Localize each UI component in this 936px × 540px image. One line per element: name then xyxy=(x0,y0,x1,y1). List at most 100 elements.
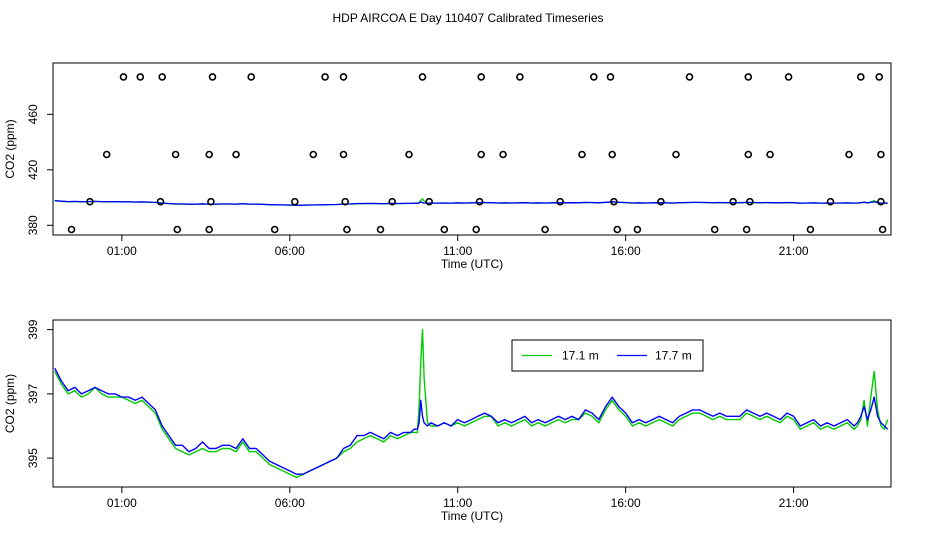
x-tick-label: 01:00 xyxy=(107,244,137,258)
scatter-point xyxy=(405,150,413,159)
scatter-point xyxy=(232,150,240,159)
top-series-lines xyxy=(54,197,888,206)
y-tick-label: 460 xyxy=(26,104,40,124)
scatter-point xyxy=(766,150,774,159)
scatter-point xyxy=(475,197,484,206)
figure-title: HDP AIRCOA E Day 110407 Calibrated Times… xyxy=(332,11,603,25)
scatter-point xyxy=(746,197,754,206)
scatter-point xyxy=(541,225,549,234)
top-panel: 01:00 06:00 11:00 16:00 21:00 380 420 460 Time… xyxy=(3,62,892,271)
scatter-point xyxy=(744,150,753,159)
scatter-point xyxy=(477,73,486,81)
scatter-point xyxy=(633,225,642,234)
top-y-axis: 380 420 460 xyxy=(26,104,53,235)
bottom-y-axis: 395 397 399 xyxy=(26,319,53,468)
legend: 17.1 m 17.7 m xyxy=(511,339,704,372)
scatter-point xyxy=(657,197,665,206)
x-tick-label: 06:00 xyxy=(275,244,305,258)
scatter-point xyxy=(784,73,793,81)
scatter-point xyxy=(207,197,215,206)
top-y-axis-label: CO2 (ppm) xyxy=(3,119,17,178)
scatter-point xyxy=(440,225,449,234)
bottom-series-line-1 xyxy=(54,367,889,475)
scatter-point xyxy=(613,225,622,234)
bottom-series-lines xyxy=(54,328,889,479)
bottom-x-axis: 01:00 06:00 11:00 16:00 21:00 xyxy=(107,487,809,510)
scatter-point xyxy=(171,150,180,159)
scatter-point xyxy=(875,73,884,81)
scatter-point xyxy=(610,197,618,206)
scatter-point xyxy=(86,197,94,206)
scatter-point xyxy=(173,225,182,234)
scatter-point xyxy=(672,150,680,159)
top-x-axis-label: Time (UTC) xyxy=(441,257,503,271)
scatter-point xyxy=(208,73,217,81)
scatter-point xyxy=(499,150,507,159)
x-tick-label: 01:00 xyxy=(107,496,137,510)
legend-label-17-7m: 17.7 m xyxy=(655,349,692,363)
scatter-point xyxy=(806,225,815,234)
scatter-point xyxy=(878,225,887,234)
scatter-point xyxy=(516,73,524,81)
scatter-point xyxy=(247,73,255,81)
scatter-point xyxy=(685,73,694,81)
x-tick-label: 16:00 xyxy=(611,496,641,510)
scatter-point xyxy=(290,197,299,206)
bottom-x-axis-label: Time (UTC) xyxy=(441,509,503,523)
y-tick-label: 399 xyxy=(26,319,40,339)
scatter-point xyxy=(418,73,427,81)
scatter-point xyxy=(845,150,853,159)
scatter-point xyxy=(589,73,598,81)
legend-label-17-1m: 17.1 m xyxy=(562,349,599,363)
scatter-point xyxy=(205,150,213,159)
scatter-point xyxy=(156,197,165,206)
scatter-point xyxy=(343,225,351,234)
x-tick-label: 21:00 xyxy=(779,244,809,258)
x-tick-label: 16:00 xyxy=(611,244,641,258)
scatter-point xyxy=(608,150,617,159)
top-x-axis: 01:00 06:00 11:00 16:00 21:00 xyxy=(107,235,809,258)
y-tick-label: 395 xyxy=(26,448,40,468)
scatter-point xyxy=(578,150,586,159)
scatter-point xyxy=(339,150,348,159)
x-tick-label: 06:00 xyxy=(275,496,305,510)
x-tick-label: 21:00 xyxy=(779,496,809,510)
scatter-point xyxy=(136,73,145,81)
scatter-point xyxy=(606,73,615,81)
scatter-point xyxy=(67,225,76,234)
bottom-plot-frame xyxy=(52,319,892,488)
scatter-point xyxy=(376,225,385,234)
bottom-series-line-0 xyxy=(54,328,889,479)
bottom-panel: 01:00 06:00 11:00 16:00 21:00 395 397 399 Time… xyxy=(3,319,892,523)
scatter-point xyxy=(877,150,885,159)
scatter-point xyxy=(119,73,128,81)
scatter-point xyxy=(472,225,481,234)
scatter-point xyxy=(309,150,318,159)
scatter-point xyxy=(742,225,751,234)
scatter-point xyxy=(205,225,213,234)
y-tick-label: 420 xyxy=(26,159,40,179)
top-plot-frame xyxy=(52,62,892,236)
x-tick-label: 11:00 xyxy=(443,244,472,258)
scatter-point xyxy=(826,197,835,206)
scatter-point xyxy=(556,197,565,206)
y-tick-label: 397 xyxy=(26,384,40,404)
scatter-point xyxy=(158,73,166,81)
scatter-point xyxy=(425,197,434,206)
scatter-point xyxy=(477,150,486,159)
scatter-point xyxy=(102,150,111,159)
top-series-line-1 xyxy=(54,199,888,206)
y-tick-label: 380 xyxy=(26,215,40,235)
scatter-point xyxy=(729,197,737,206)
scatter-point xyxy=(856,73,865,81)
scatter-point xyxy=(744,73,753,81)
bottom-y-axis-label: CO2 (ppm) xyxy=(3,374,17,433)
x-tick-label: 11:00 xyxy=(443,496,472,510)
scatter-point xyxy=(341,197,350,206)
top-scatter-points xyxy=(67,73,887,234)
scatter-point xyxy=(388,197,397,206)
scatter-point xyxy=(321,73,329,81)
scatter-point xyxy=(877,197,885,206)
scatter-point xyxy=(339,73,348,81)
